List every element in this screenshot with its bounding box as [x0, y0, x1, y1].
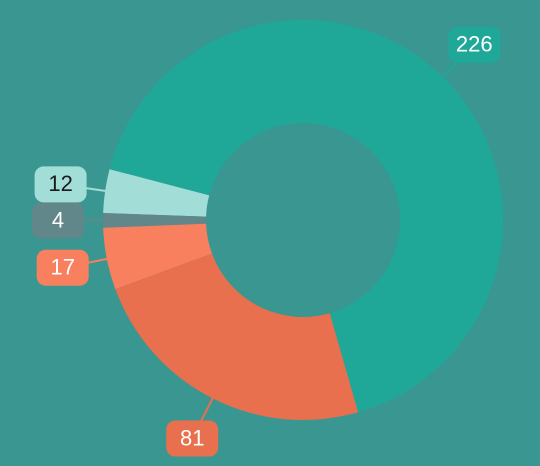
- label-text: 17: [50, 255, 74, 280]
- data-label: 4: [32, 202, 108, 239]
- slice: [109, 19, 503, 413]
- data-label: 12: [34, 166, 110, 203]
- data-label: 226: [439, 26, 501, 81]
- data-label: 17: [36, 249, 111, 286]
- label-box: [32, 202, 85, 239]
- label-box: [36, 249, 89, 286]
- slice: [103, 169, 210, 217]
- label-text: 12: [48, 171, 72, 196]
- slice: [115, 253, 359, 420]
- label-box: [166, 420, 219, 457]
- slice: [103, 223, 212, 290]
- label-text: 81: [180, 425, 204, 450]
- label-box: [34, 166, 87, 203]
- label-text: 226: [456, 32, 493, 57]
- label-box: [448, 26, 501, 63]
- data-label: 81: [166, 394, 219, 457]
- label-text: 4: [52, 207, 64, 232]
- slice: [103, 213, 207, 228]
